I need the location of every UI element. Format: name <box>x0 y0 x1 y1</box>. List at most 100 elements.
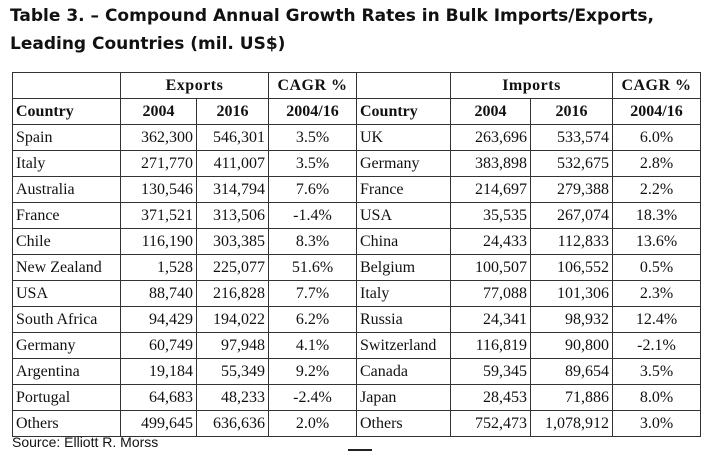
exports-cagr-header: 2004/16 <box>268 98 357 125</box>
exports-2016-header: 2016 <box>196 98 269 125</box>
export-2016-cell: 97,948 <box>196 332 269 359</box>
export-country-cell: South Africa <box>12 306 121 333</box>
export-country-cell: Australia <box>12 176 121 203</box>
export-country-cell: Italy <box>12 150 121 177</box>
table-row: USA 88,740 216,828 7.7% Italy 77,088 101,306 2.… <box>12 280 701 307</box>
column-header-row: Country 2004 2016 2004/16 Country 2004 2… <box>12 98 701 125</box>
export-country-cell: Chile <box>12 228 121 255</box>
table-row: Italy 271,770 411,007 3.5% Germany 383,898 532… <box>12 150 701 177</box>
export-2004-cell: 94,429 <box>120 306 197 333</box>
source-note: Source: Elliott R. Morss <box>12 434 159 450</box>
import-2016-cell: 71,886 <box>530 384 613 411</box>
import-country-cell: Japan <box>356 384 451 411</box>
export-cagr-cell: -1.4% <box>268 202 357 229</box>
import-country-cell: Italy <box>356 280 451 307</box>
export-country-cell: USA <box>12 280 121 307</box>
export-2004-cell: 371,521 <box>120 202 197 229</box>
import-cagr-cell: 3.5% <box>612 358 701 385</box>
import-cagr-cell: 0.5% <box>612 254 701 281</box>
imports-group-header: Imports <box>450 72 613 99</box>
imports-cagr-header: 2004/16 <box>612 98 701 125</box>
import-2016-cell: 532,675 <box>530 150 613 177</box>
export-cagr-cell: -2.4% <box>268 384 357 411</box>
import-2004-cell: 24,433 <box>450 228 531 255</box>
export-2004-cell: 1,528 <box>120 254 197 281</box>
export-country-cell: New Zealand <box>12 254 121 281</box>
exports-group-header: Exports <box>120 72 269 99</box>
import-country-cell: UK <box>356 124 451 151</box>
export-2004-cell: 60,749 <box>120 332 197 359</box>
export-2016-cell: 216,828 <box>196 280 269 307</box>
import-cagr-cell: 2.2% <box>612 176 701 203</box>
export-2016-cell: 546,301 <box>196 124 269 151</box>
export-2016-cell: 225,077 <box>196 254 269 281</box>
export-2004-cell: 271,770 <box>120 150 197 177</box>
export-country-cell: Germany <box>12 332 121 359</box>
export-2016-cell: 194,022 <box>196 306 269 333</box>
table-title: Table 3. – Compound Annual Growth Rates … <box>10 6 654 54</box>
export-cagr-cell: 9.2% <box>268 358 357 385</box>
header-blank-left <box>12 72 121 99</box>
export-cagr-cell: 6.2% <box>268 306 357 333</box>
import-cagr-cell: 12.4% <box>612 306 701 333</box>
import-cagr-cell: 3.0% <box>612 410 701 437</box>
export-2004-cell: 64,683 <box>120 384 197 411</box>
export-country-cell: Others <box>12 410 121 437</box>
import-2004-cell: 752,473 <box>450 410 531 437</box>
export-cagr-cell: 3.5% <box>268 150 357 177</box>
table-row: New Zealand 1,528 225,077 51.6% Belgium 100,5… <box>12 254 701 281</box>
import-2004-cell: 24,341 <box>450 306 531 333</box>
export-2016-cell: 411,007 <box>196 150 269 177</box>
import-2016-cell: 267,074 <box>530 202 613 229</box>
export-2004-cell: 19,184 <box>120 358 197 385</box>
import-2016-cell: 112,833 <box>530 228 613 255</box>
table-row: Argentina 19,184 55,349 9.2% Canada 59,345 89,… <box>12 358 701 385</box>
export-cagr-cell: 51.6% <box>268 254 357 281</box>
import-2004-cell: 116,819 <box>450 332 531 359</box>
import-2004-cell: 28,453 <box>450 384 531 411</box>
page-divider-mark <box>348 449 372 451</box>
export-country-cell: Portugal <box>12 384 121 411</box>
export-cagr-cell: 7.7% <box>268 280 357 307</box>
import-2016-cell: 90,800 <box>530 332 613 359</box>
table-row: Portugal 64,683 48,233 -2.4% Japan 28,453 71,8… <box>12 384 701 411</box>
export-2004-cell: 362,300 <box>120 124 197 151</box>
import-2016-cell: 279,388 <box>530 176 613 203</box>
export-2016-cell: 55,349 <box>196 358 269 385</box>
import-2004-cell: 35,535 <box>450 202 531 229</box>
import-2004-cell: 77,088 <box>450 280 531 307</box>
group-header-row: Exports CAGR % Imports CAGR % <box>12 72 701 99</box>
import-2016-cell: 98,932 <box>530 306 613 333</box>
import-2004-cell: 383,898 <box>450 150 531 177</box>
export-2016-cell: 303,385 <box>196 228 269 255</box>
export-country-cell: Spain <box>12 124 121 151</box>
import-cagr-cell: 6.0% <box>612 124 701 151</box>
table-row: Chile 116,190 303,385 8.3% China 24,433 112,83… <box>12 228 701 255</box>
import-2016-cell: 533,574 <box>530 124 613 151</box>
import-cagr-cell: 8.0% <box>612 384 701 411</box>
export-2004-cell: 88,740 <box>120 280 197 307</box>
export-2016-cell: 48,233 <box>196 384 269 411</box>
export-2016-cell: 313,506 <box>196 202 269 229</box>
import-country-cell: Canada <box>356 358 451 385</box>
export-cagr-cell: 4.1% <box>268 332 357 359</box>
exports-country-header: Country <box>12 98 121 125</box>
export-country-cell: Argentina <box>12 358 121 385</box>
export-country-cell: France <box>12 202 121 229</box>
growth-rates-table: Exports CAGR % Imports CAGR % Country 20… <box>12 72 701 437</box>
imports-cagr-group-header: CAGR % <box>612 72 701 99</box>
imports-2016-header: 2016 <box>530 98 613 125</box>
import-country-cell: China <box>356 228 451 255</box>
import-cagr-cell: 18.3% <box>612 202 701 229</box>
import-2016-cell: 106,552 <box>530 254 613 281</box>
imports-2004-header: 2004 <box>450 98 531 125</box>
import-2016-cell: 1,078,912 <box>530 410 613 437</box>
table-row: Germany 60,749 97,948 4.1% Switzerland 116,81… <box>12 332 701 359</box>
import-cagr-cell: 13.6% <box>612 228 701 255</box>
import-cagr-cell: 2.3% <box>612 280 701 307</box>
table-row: Spain 362,300 546,301 3.5% UK 263,696 533,574 6… <box>12 124 701 151</box>
import-2016-cell: 89,654 <box>530 358 613 385</box>
import-cagr-cell: -2.1% <box>612 332 701 359</box>
export-cagr-cell: 2.0% <box>268 410 357 437</box>
export-2004-cell: 116,190 <box>120 228 197 255</box>
